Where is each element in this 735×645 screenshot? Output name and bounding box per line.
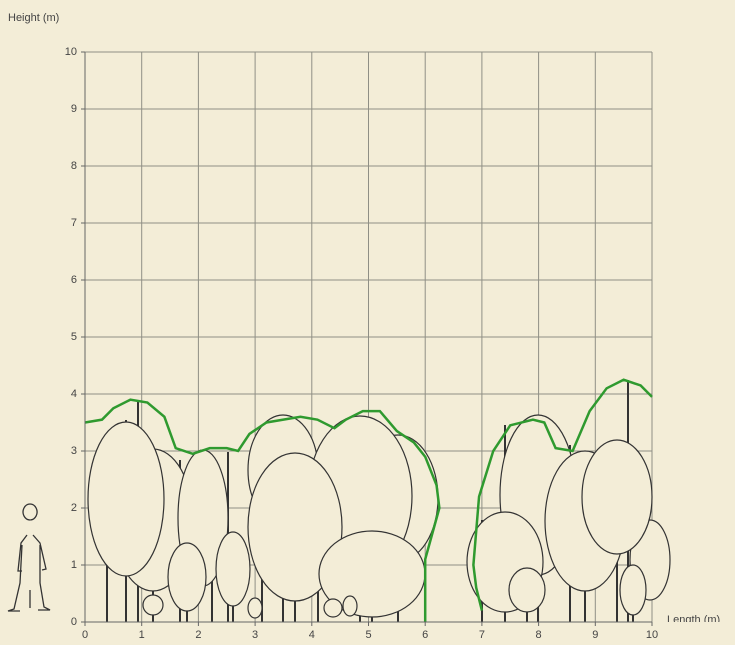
y-tick-label: 8 [71,160,77,172]
y-tick-label: 6 [71,274,77,286]
x-tick-label: 1 [139,629,145,641]
chart: Height (m) Length (m) 012345678910012345… [0,0,735,645]
x-tick-label: 9 [592,629,598,641]
x-tick-label: 3 [252,629,258,641]
y-tick-label: 3 [71,445,77,457]
x-tick-label: 2 [195,629,201,641]
y-tick-label: 5 [71,331,77,343]
x-tick-label: 10 [646,629,658,641]
x-tick-label: 0 [82,629,88,641]
x-tick-label: 5 [365,629,371,641]
x-tick-label: 4 [309,629,315,641]
y-tick-label: 2 [71,502,77,514]
y-tick-label: 4 [71,388,77,400]
y-tick-label: 1 [71,559,77,571]
y-tick-label: 10 [65,46,77,58]
y-tick-label: 7 [71,217,77,229]
y-tick-label: 0 [71,616,77,628]
x-tick-label: 7 [479,629,485,641]
person-icon [8,504,50,611]
x-tick-label: 6 [422,629,428,641]
y-tick-label: 9 [71,103,77,115]
x-tick-label: 8 [536,629,542,641]
y-axis-label: Height (m) [8,12,59,24]
